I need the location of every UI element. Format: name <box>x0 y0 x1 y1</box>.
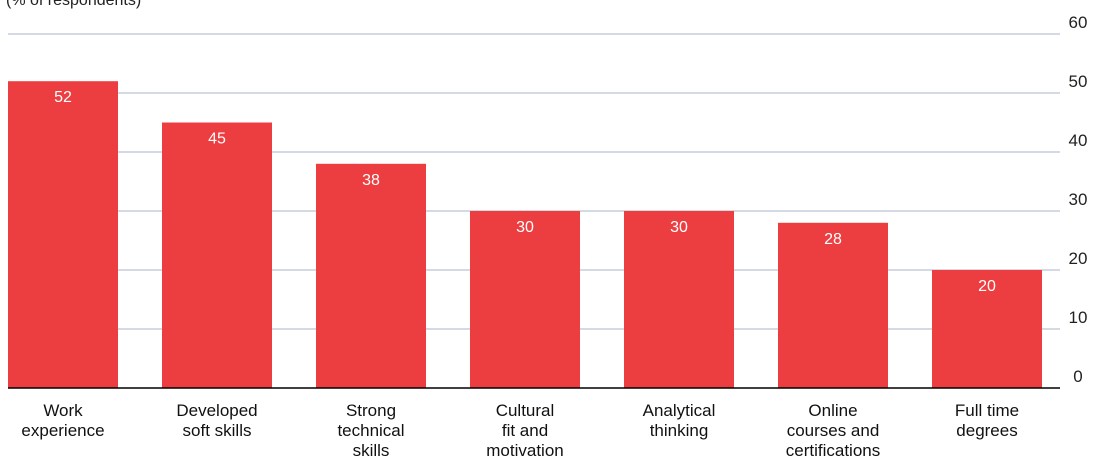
category-label: courses and <box>787 421 880 440</box>
bar-value-label: 30 <box>516 219 534 236</box>
bar-value-label: 28 <box>824 231 842 248</box>
y-tick-label: 20 <box>1069 249 1088 268</box>
category-label: Cultural <box>496 401 555 420</box>
category-label: Analytical <box>643 401 716 420</box>
bar-value-label: 30 <box>670 219 688 236</box>
bar <box>470 211 580 388</box>
y-tick-label: 0 <box>1073 367 1082 386</box>
bar <box>8 81 118 388</box>
bar <box>932 270 1042 388</box>
bar-value-label: 45 <box>208 131 226 148</box>
y-tick-label: 30 <box>1069 190 1088 209</box>
bar <box>624 211 734 388</box>
bar <box>778 222 888 388</box>
category-label: thinking <box>650 421 709 440</box>
y-tick-label: 60 <box>1069 13 1088 32</box>
category-label: soft skills <box>183 421 252 440</box>
category-label: fit and <box>502 421 548 440</box>
unit-label: (% of respondents) <box>6 0 142 9</box>
bar-value-label: 52 <box>54 89 72 106</box>
category-label: Strong <box>346 401 396 420</box>
y-tick-label: 10 <box>1069 308 1088 327</box>
category-label: skills <box>353 441 390 460</box>
category-label: Developed <box>176 401 257 420</box>
category-label: experience <box>21 421 104 440</box>
category-label: degrees <box>956 421 1017 440</box>
y-tick-label: 50 <box>1069 72 1088 91</box>
bar-value-label: 20 <box>978 278 996 295</box>
y-tick-label: 40 <box>1069 131 1088 150</box>
category-label: motivation <box>486 441 563 460</box>
bar <box>316 163 426 388</box>
category-label: Full time <box>955 401 1019 420</box>
bar-value-label: 38 <box>362 172 380 189</box>
category-label: Online <box>808 401 857 420</box>
bar <box>162 122 272 388</box>
category-label: certifications <box>786 441 880 460</box>
category-label: Work <box>43 401 83 420</box>
category-label: technical <box>337 421 404 440</box>
